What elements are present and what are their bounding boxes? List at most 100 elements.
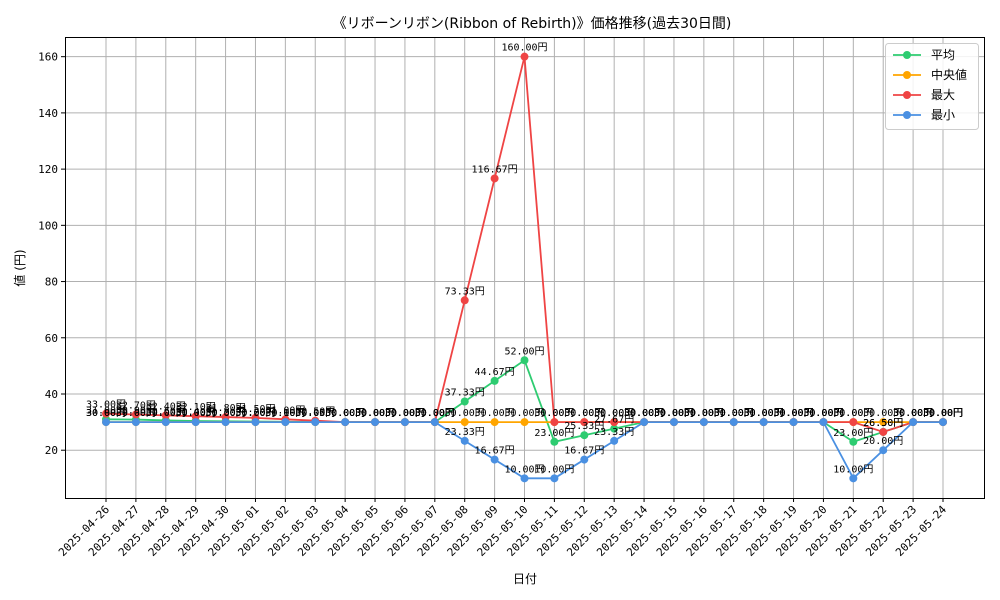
series-point bbox=[371, 418, 380, 427]
series-point bbox=[191, 418, 200, 427]
legend-swatch-marker bbox=[903, 91, 911, 99]
data-label: 30.00円 bbox=[684, 408, 724, 419]
data-label: 30.00円 bbox=[594, 408, 634, 419]
data-label: 30.00円 bbox=[833, 408, 873, 419]
data-label: 30.00円 bbox=[863, 408, 903, 419]
series-point bbox=[550, 418, 559, 427]
series-point bbox=[729, 418, 738, 427]
series-point bbox=[102, 418, 110, 427]
data-label: 30.00円 bbox=[265, 408, 305, 419]
data-label: 25.33円 bbox=[564, 421, 604, 432]
data-label: 33.00円 bbox=[86, 400, 126, 411]
series-point bbox=[520, 52, 529, 61]
data-label: 30.00円 bbox=[773, 408, 813, 419]
data-label: 23.33円 bbox=[445, 427, 485, 438]
data-label: 30.00円 bbox=[415, 408, 455, 419]
series-point bbox=[909, 418, 918, 427]
series-point bbox=[580, 455, 589, 464]
data-label: 30.00円 bbox=[564, 408, 604, 419]
data-label: 16.67円 bbox=[475, 446, 515, 457]
data-label: 30.00円 bbox=[534, 408, 574, 419]
data-label: 30.00円 bbox=[415, 408, 455, 419]
series-point bbox=[550, 474, 559, 483]
data-label: 30.40円 bbox=[176, 407, 216, 418]
series-point bbox=[131, 410, 140, 419]
data-label: 30.00円 bbox=[923, 408, 963, 419]
data-label: 30.00円 bbox=[654, 408, 694, 419]
data-label: 30.10円 bbox=[265, 408, 305, 419]
data-label: 30.00円 bbox=[355, 408, 395, 419]
series-point bbox=[430, 418, 439, 427]
y-tick-label: 120 bbox=[38, 163, 58, 176]
series-point bbox=[879, 446, 888, 455]
data-label: 30.00円 bbox=[923, 408, 963, 419]
data-label: 30.20円 bbox=[235, 408, 275, 419]
data-label: 30.00円 bbox=[773, 408, 813, 419]
data-label: 30.00円 bbox=[714, 408, 754, 419]
data-label: 30.00円 bbox=[146, 408, 186, 419]
data-label: 30.00円 bbox=[325, 408, 365, 419]
data-label: 160.00円 bbox=[501, 43, 547, 54]
series-point bbox=[699, 418, 708, 427]
data-label: 30.00円 bbox=[624, 408, 664, 419]
data-label: 30.00円 bbox=[714, 408, 754, 419]
data-label: 30.00円 bbox=[833, 408, 873, 419]
y-tick-label: 20 bbox=[45, 444, 58, 457]
data-label: 30.00円 bbox=[504, 408, 544, 419]
data-label: 30.00円 bbox=[654, 408, 694, 419]
series-point bbox=[580, 431, 589, 440]
data-label: 30.00円 bbox=[385, 408, 425, 419]
y-tick-label: 100 bbox=[38, 219, 58, 232]
data-label: 32.10円 bbox=[176, 402, 216, 413]
y-tick-label: 60 bbox=[45, 332, 58, 345]
series-point bbox=[520, 418, 529, 427]
data-label: 32.70円 bbox=[116, 401, 156, 412]
legend-label: 最小 bbox=[931, 108, 955, 122]
series-point bbox=[490, 174, 499, 183]
data-label: 23.33円 bbox=[594, 427, 634, 438]
data-label: 30.00円 bbox=[355, 408, 395, 419]
series-point bbox=[490, 418, 499, 427]
data-label: 30.90円 bbox=[116, 406, 156, 417]
series-point bbox=[460, 296, 469, 305]
series-point bbox=[341, 418, 350, 427]
data-label: 30.00円 bbox=[923, 408, 963, 419]
data-label: 30.00円 bbox=[773, 408, 813, 419]
legend-box bbox=[885, 43, 979, 130]
data-label: 30.00円 bbox=[325, 408, 365, 419]
y-tick-label: 40 bbox=[45, 388, 58, 401]
data-label: 30.00円 bbox=[325, 408, 365, 419]
data-label: 32.40円 bbox=[146, 401, 186, 412]
series-point bbox=[460, 418, 469, 427]
y-tick-label: 140 bbox=[38, 107, 58, 120]
data-label: 30.00円 bbox=[265, 408, 305, 419]
data-label: 30.00円 bbox=[475, 408, 515, 419]
data-label: 30.30円 bbox=[206, 407, 246, 418]
series-point bbox=[161, 418, 170, 427]
series-point bbox=[610, 418, 619, 427]
axis-ticks: 2025-04-262025-04-272025-04-282025-04-29… bbox=[38, 51, 949, 559]
data-label: 30.00円 bbox=[86, 408, 126, 419]
data-label: 23.00円 bbox=[534, 428, 574, 439]
series-point bbox=[789, 418, 798, 427]
data-label: 44.67円 bbox=[475, 367, 515, 378]
data-label: 30.00円 bbox=[206, 408, 246, 419]
data-label: 27.67円 bbox=[594, 415, 634, 426]
series-point bbox=[669, 418, 678, 427]
series-point bbox=[281, 418, 290, 427]
data-label: 30.00円 bbox=[325, 408, 365, 419]
data-label: 30.00円 bbox=[624, 408, 664, 419]
data-label: 30.00円 bbox=[235, 408, 275, 419]
series-point bbox=[490, 455, 499, 464]
data-label: 20.00円 bbox=[863, 436, 903, 447]
data-label: 30.00円 bbox=[146, 408, 186, 419]
series-point bbox=[460, 436, 469, 445]
series-point bbox=[251, 418, 260, 427]
series-point bbox=[849, 437, 858, 446]
data-label: 30.00円 bbox=[624, 408, 664, 419]
series-point bbox=[939, 418, 947, 427]
series-point bbox=[191, 412, 200, 421]
data-label: 30.00円 bbox=[684, 408, 724, 419]
series-point bbox=[610, 424, 619, 433]
